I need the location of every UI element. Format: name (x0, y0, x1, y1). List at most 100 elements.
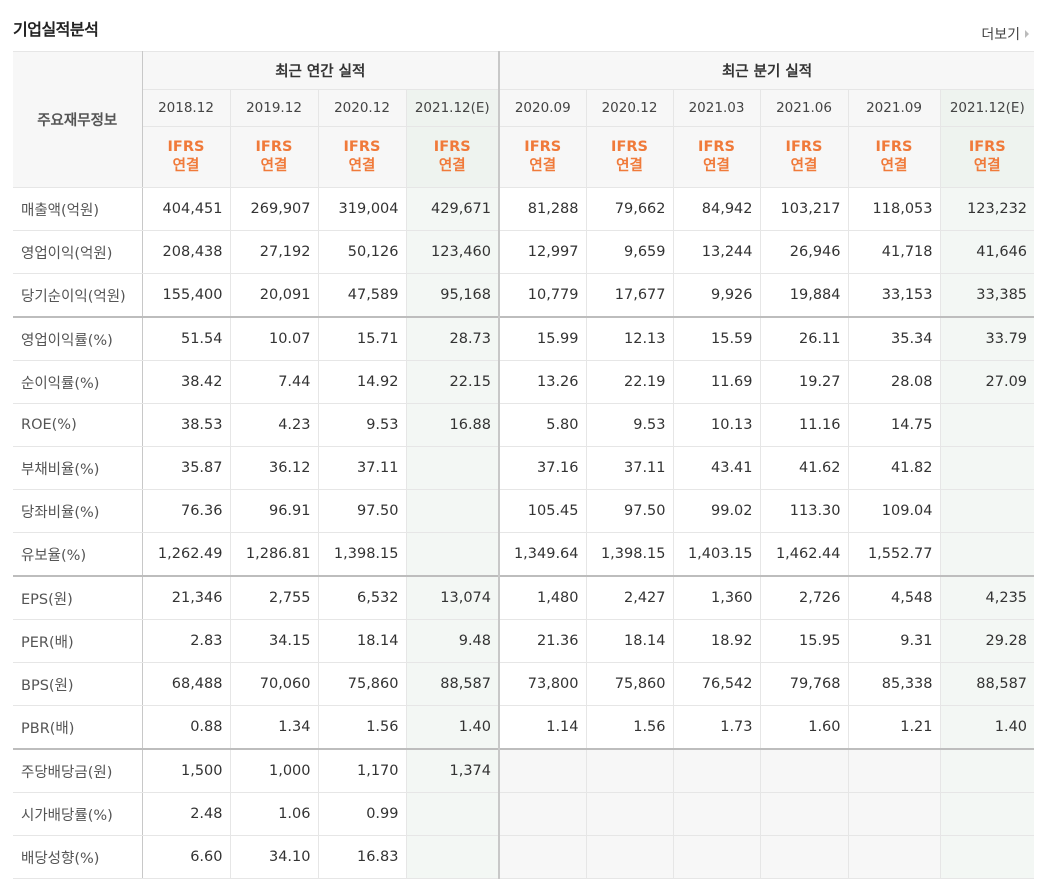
row-label: 순이익률(%) (13, 360, 143, 404)
standard-consolidated: 연결 (348, 158, 376, 174)
row-label: 당기순이익(억원) (13, 273, 143, 318)
accounting-standard: IFRS 연결 (229, 126, 319, 188)
table-cell: 76,542 (672, 662, 761, 706)
section-title: 기업실적분석 (13, 20, 99, 39)
table-cell: 1.06 (229, 792, 319, 836)
table-cell: 88,587 (939, 662, 1035, 706)
period-header: 2020.09 (498, 89, 587, 127)
table-cell: 11.16 (759, 403, 849, 447)
table-cell: 26,946 (759, 230, 849, 274)
table-cell (939, 792, 1035, 836)
table-cell: 4,235 (939, 575, 1035, 620)
table-cell: 50,126 (317, 230, 407, 274)
table-cell (939, 748, 1035, 793)
table-row: 주당배당금(원) 1,500 1,000 1,170 1,374 (13, 748, 1035, 793)
table-cell: 7.44 (229, 360, 319, 404)
standard-ifrs: IFRS (167, 139, 205, 155)
period-header: 2021.12(E) (405, 89, 501, 127)
table-cell (585, 792, 674, 836)
table-cell (847, 748, 941, 793)
table-cell: 17,677 (585, 273, 674, 318)
table-cell: 2,726 (759, 575, 849, 620)
table-cell: 70,060 (229, 662, 319, 706)
table-cell: 9.53 (317, 403, 407, 447)
table-cell (498, 835, 587, 879)
row-label: 매출액(억원) (13, 187, 143, 231)
table-cell: 13.26 (498, 360, 587, 404)
table-cell: 19,884 (759, 273, 849, 318)
period-header: 2018.12 (142, 89, 231, 127)
table-cell: 34.10 (229, 835, 319, 879)
table-cell: 84,942 (672, 187, 761, 231)
standard-ifrs: IFRS (255, 139, 293, 155)
table-cell: 109.04 (847, 489, 941, 533)
table-cell: 9,926 (672, 273, 761, 318)
table-cell: 79,662 (585, 187, 674, 231)
table-cell: 28.73 (405, 316, 501, 361)
accounting-standard: IFRS 연결 (585, 126, 674, 188)
table-cell: 6.60 (141, 835, 231, 879)
table-cell: 13,074 (405, 575, 501, 620)
table-cell: 4.23 (229, 403, 319, 447)
table-cell: 1.14 (498, 705, 587, 750)
row-label: 주당배당금(원) (13, 748, 143, 793)
table-row: 당좌비율(%) 76.36 96.91 97.50 105.45 97.50 99.02 11… (13, 489, 1035, 533)
table-cell: 1,286.81 (229, 532, 319, 577)
row-label: 당좌비율(%) (13, 489, 143, 533)
row-label: PBR(배) (13, 705, 143, 750)
table-cell: 1,552.77 (847, 532, 941, 577)
table-cell: 35.87 (141, 446, 231, 490)
table-cell: 18.14 (317, 619, 407, 663)
table-row: 매출액(억원) 404,451 269,907 319,004 429,671 81,28… (13, 187, 1035, 231)
standard-ifrs: IFRS (343, 139, 381, 155)
group-quarterly: 최근 분기 실적 (498, 51, 1035, 90)
table-cell: 29.28 (939, 619, 1035, 663)
table-cell: 1.34 (229, 705, 319, 750)
table-cell: 269,907 (229, 187, 319, 231)
accounting-standard: IFRS 연결 (847, 126, 941, 188)
table-cell: 20,091 (229, 273, 319, 318)
standard-consolidated: 연결 (703, 158, 730, 174)
table-cell: 34.15 (229, 619, 319, 663)
table-cell: 1,500 (141, 748, 231, 793)
table-cell: 51.54 (141, 316, 231, 361)
table-cell: 1.56 (317, 705, 407, 750)
table-cell: 155,400 (141, 273, 231, 318)
table-cell (498, 792, 587, 836)
table-cell: 21.36 (498, 619, 587, 663)
standard-ifrs: IFRS (698, 139, 735, 155)
row-header-label: 주요재무정보 (13, 51, 143, 188)
table-cell: 33.79 (939, 316, 1035, 361)
table-cell: 47,589 (317, 273, 407, 318)
period-header: 2019.12 (229, 89, 319, 127)
table-cell: 21,346 (141, 575, 231, 620)
table-cell (759, 792, 849, 836)
more-link[interactable]: 더보기 (981, 24, 1029, 44)
standard-ifrs: IFRS (433, 139, 471, 155)
accounting-standard: IFRS 연결 (759, 126, 849, 188)
table-cell: 33,153 (847, 273, 941, 318)
standard-consolidated: 연결 (880, 158, 908, 174)
table-row: 당기순이익(억원) 155,400 20,091 47,589 95,168 10,779… (13, 273, 1035, 318)
accounting-standard: IFRS 연결 (317, 126, 407, 188)
table-cell: 1.40 (939, 705, 1035, 750)
table-cell: 9.53 (585, 403, 674, 447)
table-cell: 1,480 (498, 575, 587, 620)
period-header: 2021.12(E) (939, 89, 1035, 127)
table-cell: 208,438 (141, 230, 231, 274)
table-cell: 5.80 (498, 403, 587, 447)
table-row: EPS(원) 21,346 2,755 6,532 13,074 1,480 2,427 1,… (13, 575, 1035, 620)
table-cell: 35.34 (847, 316, 941, 361)
table-cell: 41,646 (939, 230, 1035, 274)
table-cell: 1,349.64 (498, 532, 587, 577)
row-label: BPS(원) (13, 662, 143, 706)
accounting-standard: IFRS 연결 (672, 126, 761, 188)
row-label: 시가배당률(%) (13, 792, 143, 836)
row-label: ROE(%) (13, 403, 143, 447)
table-cell: 16.83 (317, 835, 407, 879)
table-cell: 1,000 (229, 748, 319, 793)
table-cell (498, 748, 587, 793)
table-cell: 75,860 (317, 662, 407, 706)
table-cell: 1,374 (405, 748, 501, 793)
table-cell (672, 835, 761, 879)
